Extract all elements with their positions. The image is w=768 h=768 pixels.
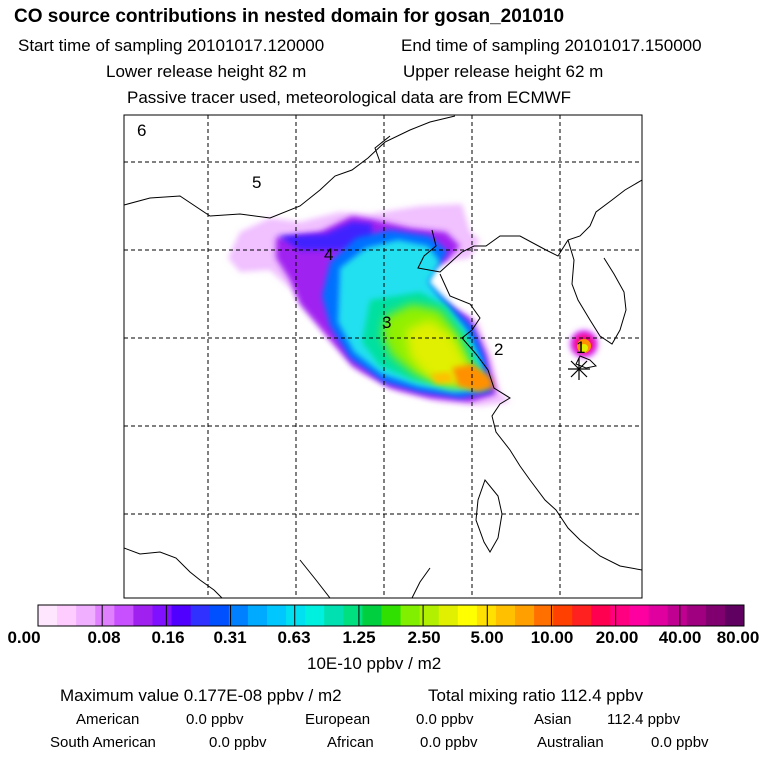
- colorbar-cell: [419, 605, 440, 626]
- colorbar-tick: 2.50: [407, 628, 441, 647]
- colorbar-cell: [247, 605, 268, 626]
- region-label-6: 6: [137, 121, 146, 140]
- colorbar-cell: [381, 605, 402, 626]
- tracer-note: Passive tracer used, meteorological data…: [127, 88, 572, 107]
- asian-value: 112.4 ppbv: [607, 711, 681, 728]
- total-mixing-ratio: Total mixing ratio 112.4 ppbv: [428, 686, 644, 705]
- map-frame: [123, 114, 643, 599]
- colorbar-tick: 1.25: [342, 628, 376, 647]
- end-time: End time of sampling 20101017.150000: [401, 36, 702, 55]
- colorbar-units: 10E-10 ppbv / m2: [307, 654, 442, 673]
- region-label-1: 1: [576, 338, 585, 357]
- colorbar-cell: [266, 605, 287, 626]
- colorbar-cell: [152, 605, 173, 626]
- african-value: 0.0 ppbv: [420, 734, 478, 751]
- colorbar-cell: [190, 605, 211, 626]
- colorbar-cell: [476, 605, 497, 626]
- american-label: American: [76, 711, 140, 728]
- colorbar-tick: 80.00: [716, 628, 760, 647]
- colorbar-cell: [400, 605, 421, 626]
- asian-label: Asian: [534, 711, 572, 728]
- colorbar-cell: [553, 605, 573, 626]
- colorbar-cell: [515, 605, 535, 626]
- european-value: 0.0 ppbv: [416, 711, 474, 728]
- max-value: Maximum value 0.177E-08 ppbv / m2: [60, 686, 342, 705]
- colorbar-cell: [114, 605, 134, 626]
- american-value: 0.0 ppbv: [186, 711, 244, 728]
- colorbar-cell: [438, 605, 459, 626]
- colorbar-cell: [686, 605, 707, 626]
- colorbar-cell: [362, 605, 382, 626]
- colorbar-tick: 0.31: [213, 628, 247, 647]
- region-label-2: 2: [494, 340, 503, 359]
- african-label: African: [327, 734, 374, 751]
- colorbar-tick: 5.00: [470, 628, 504, 647]
- figure-title: CO source contributions in nested domain…: [14, 6, 565, 27]
- colorbar-tick: 0.63: [277, 628, 311, 647]
- colorbar-tick: 0.16: [151, 628, 185, 647]
- colorbar-cell: [38, 605, 58, 626]
- south-american-label: South American: [50, 734, 156, 751]
- region-label-4: 4: [324, 245, 333, 264]
- colorbar-cell: [591, 605, 611, 626]
- colorbar-cell: [286, 605, 306, 626]
- colorbar-cell: [343, 605, 363, 626]
- colorbar-tick: 40.00: [658, 628, 702, 647]
- colorbar-cell: [76, 605, 96, 626]
- colorbar-cell: [705, 605, 726, 626]
- colorbar-tick: 10.00: [530, 628, 574, 647]
- upper-release-height: Upper release height 62 m: [403, 62, 604, 81]
- lower-release-height: Lower release height 82 m: [106, 62, 307, 81]
- region-label-3: 3: [382, 313, 391, 332]
- region-label-5: 5: [252, 173, 261, 192]
- colorbar-cell: [57, 605, 77, 626]
- colorbar-cell: [133, 605, 153, 626]
- colorbar-cell: [324, 605, 344, 626]
- colorbar-tick: 0.00: [7, 628, 41, 647]
- colorbar-tick: 0.08: [87, 628, 121, 647]
- colorbar-cell: [209, 605, 230, 626]
- colorbar-cell: [724, 605, 745, 626]
- colorbar-cell: [171, 605, 192, 626]
- lat-lon-grid: [124, 115, 642, 598]
- colorbar-tick: 20.00: [595, 628, 639, 647]
- coastlines: [124, 115, 642, 598]
- start-time: Start time of sampling 20101017.120000: [18, 36, 325, 55]
- colorbar-cell: [610, 605, 631, 626]
- colorbar-cell: [648, 605, 669, 626]
- colorbar-cell: [572, 605, 592, 626]
- colorbar-cell: [495, 605, 516, 626]
- south-american-value: 0.0 ppbv: [209, 734, 267, 751]
- colorbar-cell: [667, 605, 688, 626]
- colorbar-cell: [629, 605, 650, 626]
- european-label: European: [305, 711, 371, 728]
- australian-label: Australian: [537, 734, 604, 751]
- colorbar-cell: [534, 605, 554, 626]
- asterisk-marker-icon: [568, 358, 590, 380]
- plume-layer: [228, 204, 598, 406]
- colorbar-cell: [95, 605, 115, 626]
- colorbar-cell: [305, 605, 325, 626]
- colorbar-cell: [228, 605, 249, 626]
- colorbar-cell: [457, 605, 478, 626]
- australian-value: 0.0 ppbv: [651, 734, 709, 751]
